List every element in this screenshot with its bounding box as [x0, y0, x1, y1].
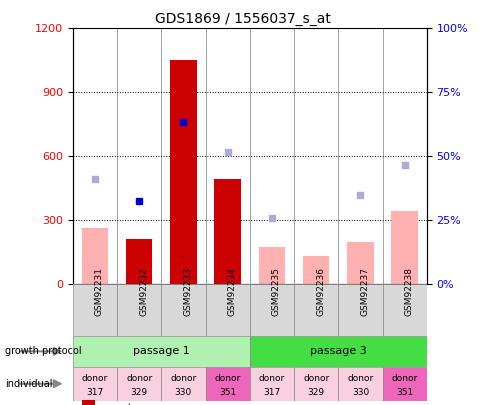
Bar	[117, 284, 161, 336]
Text: 330: 330	[174, 388, 192, 397]
Bar	[161, 367, 205, 401]
Bar	[161, 284, 205, 336]
Bar	[382, 284, 426, 336]
Text: donor: donor	[126, 374, 152, 383]
Bar	[73, 336, 249, 367]
Text: 317: 317	[86, 388, 103, 397]
Bar	[249, 336, 426, 367]
Bar	[382, 367, 426, 401]
Bar	[293, 284, 338, 336]
Text: GSM92233: GSM92233	[183, 267, 192, 316]
Text: 317: 317	[263, 388, 280, 397]
Bar	[205, 367, 249, 401]
Text: 329: 329	[307, 388, 324, 397]
Bar	[81, 228, 108, 284]
Text: 351: 351	[395, 388, 412, 397]
Text: donor: donor	[214, 374, 240, 383]
Bar	[117, 367, 161, 401]
Text: GSM92231: GSM92231	[95, 267, 104, 316]
Bar	[337, 367, 382, 401]
Bar	[170, 60, 196, 284]
Text: donor: donor	[347, 374, 373, 383]
Bar	[337, 284, 382, 336]
Text: donor: donor	[170, 374, 196, 383]
Text: GSM92238: GSM92238	[404, 267, 413, 316]
Text: donor: donor	[258, 374, 285, 383]
Bar	[205, 284, 249, 336]
Text: donor: donor	[302, 374, 329, 383]
Bar	[293, 367, 338, 401]
Bar	[125, 239, 152, 284]
Bar	[347, 242, 373, 284]
Text: GSM92234: GSM92234	[227, 267, 236, 316]
Text: individual: individual	[5, 379, 52, 389]
Text: count: count	[106, 403, 132, 405]
Text: GDS1869 / 1556037_s_at: GDS1869 / 1556037_s_at	[154, 12, 330, 26]
Bar	[73, 367, 117, 401]
Bar	[73, 284, 117, 336]
Bar	[214, 179, 241, 284]
Bar	[391, 211, 417, 284]
Bar	[258, 247, 285, 284]
Bar	[249, 284, 293, 336]
Text: 329: 329	[130, 388, 148, 397]
Text: GSM92236: GSM92236	[316, 267, 324, 316]
Bar	[302, 256, 329, 284]
Bar	[249, 367, 293, 401]
Text: GSM92237: GSM92237	[360, 267, 369, 316]
Text: passage 3: passage 3	[309, 346, 366, 356]
Text: growth protocol: growth protocol	[5, 346, 81, 356]
Text: GSM92232: GSM92232	[139, 267, 148, 316]
Text: donor: donor	[82, 374, 108, 383]
Text: 330: 330	[351, 388, 368, 397]
Text: passage 1: passage 1	[133, 346, 189, 356]
Text: donor: donor	[391, 374, 417, 383]
Text: 351: 351	[219, 388, 236, 397]
Text: GSM92235: GSM92235	[272, 267, 280, 316]
